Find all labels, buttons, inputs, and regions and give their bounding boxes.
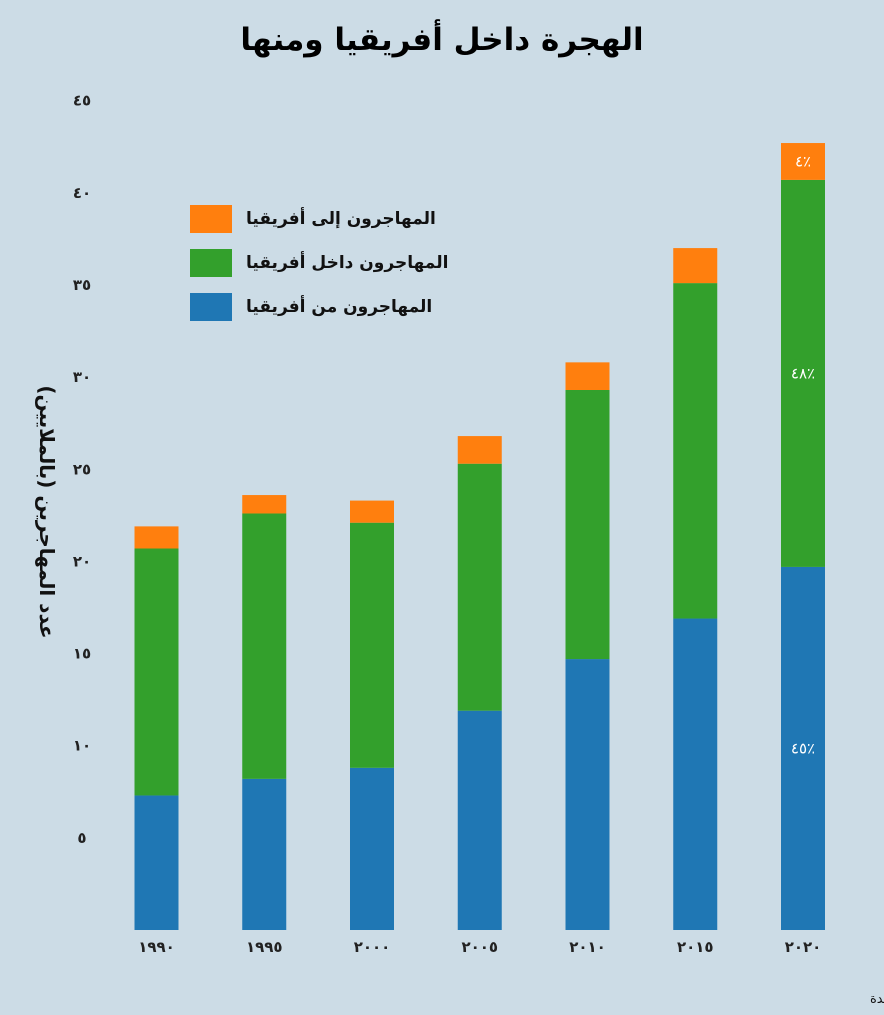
bar-segment (242, 778, 287, 930)
bars: ٤٥٪ ٤٨٪ ٤٪ (134, 143, 825, 930)
bar-segment (350, 522, 394, 768)
bar-segment (673, 248, 718, 284)
y-tick-label: ٥ (77, 829, 86, 847)
bar-segment (565, 362, 610, 391)
source-note: مصدر البيانات: إدارة الشؤون الاقتصادية و… (870, 990, 884, 1007)
bar-segment (781, 566, 825, 930)
y-tick-label: ٤٠ (73, 184, 91, 202)
bar-segment (242, 513, 287, 779)
bar-segment (673, 283, 718, 619)
x-axis-ticks: ١٩٩٠ ١٩٩٥ ٢٠٠٠ ٢٠٠٥ ٢٠١٠ ٢٠١٥ ٢٠٢٠ (138, 938, 821, 956)
bar-segment (673, 618, 718, 930)
x-tick-label: ٢٠١٠ (569, 938, 606, 956)
x-tick-label: ٢٠٢٠ (785, 938, 822, 956)
bar-segment (781, 179, 825, 567)
y-tick-label: ٣٥ (73, 276, 91, 294)
x-tick-label: ٢٠١٥ (677, 938, 714, 956)
y-tick-label: ٤٥ (73, 92, 91, 110)
bar-segment (457, 436, 502, 464)
bar-segment (134, 795, 179, 930)
y-tick-label: ٢٠ (73, 552, 91, 570)
x-tick-label: ٢٠٠٠ (354, 938, 391, 956)
x-tick-label: ١٩٩٠ (138, 938, 175, 956)
y-axis-label: عدد المهاجرين (بالملايين) (35, 385, 59, 638)
bar-segment (565, 390, 610, 660)
bar-annotation: ٤٥٪ (791, 739, 815, 757)
bar-segment (242, 495, 287, 514)
legend-label: المهاجرون من أفريقيا (246, 295, 432, 317)
legend-swatch (190, 249, 232, 277)
legend-label: المهاجرون داخل أفريقيا (246, 251, 448, 273)
y-tick-label: ٢٥ (73, 460, 91, 478)
bar-annotation: ٤٨٪ (791, 364, 815, 382)
bar-segment (457, 710, 502, 930)
y-axis-ticks: ٥ ١٠ ١٥ ٢٠ ٢٥ ٣٠ ٣٥ ٤٠ ٤٥ (73, 92, 91, 847)
legend-swatch (190, 293, 232, 321)
y-tick-label: ١٥ (73, 645, 91, 663)
bar-segment (565, 659, 610, 930)
bar-segment (350, 767, 394, 930)
y-tick-label: ٣٠ (73, 368, 91, 386)
bar-segment (134, 548, 179, 796)
x-tick-label: ٢٠٠٥ (461, 938, 498, 956)
x-tick-label: ١٩٩٥ (246, 938, 283, 956)
y-tick-label: ١٠ (73, 737, 91, 755)
bar-annotation: ٤٪ (795, 152, 811, 170)
bar-segment (781, 143, 825, 180)
legend-swatch (190, 205, 232, 233)
bar-segment (350, 500, 394, 523)
bar-segment (134, 526, 179, 549)
chart-title: الهجرة داخل أفريقيا ومنها (240, 19, 643, 58)
legend: المهاجرون إلى أفريقيا المهاجرون داخل أفري… (190, 205, 448, 321)
legend-label: المهاجرون إلى أفريقيا (246, 207, 436, 229)
bar-segment (457, 463, 502, 711)
